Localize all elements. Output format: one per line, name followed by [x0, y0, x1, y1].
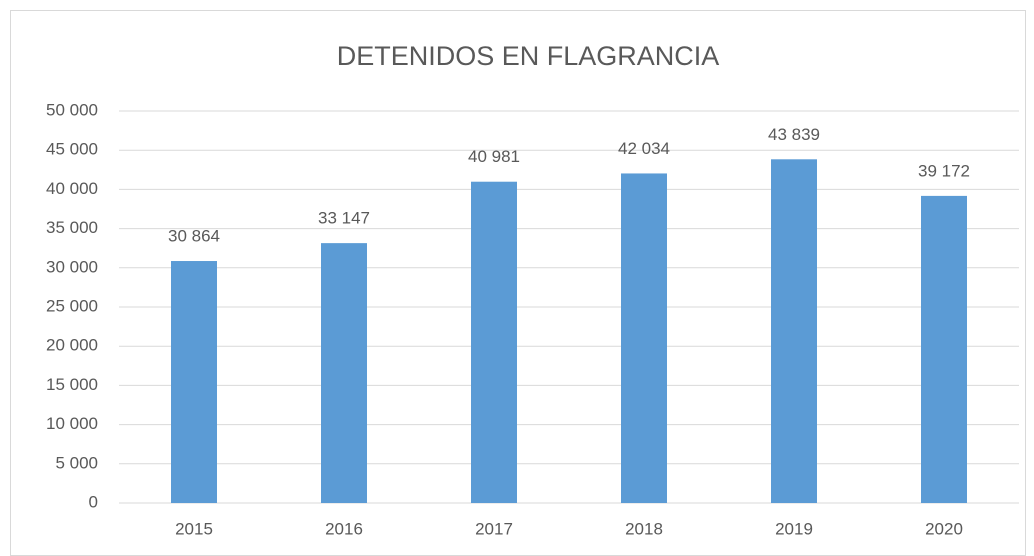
x-tick-label: 2017 [475, 519, 513, 538]
chart-title: DETENIDOS EN FLAGRANCIA [337, 41, 720, 71]
y-tick-label: 5 000 [55, 453, 98, 472]
bar [921, 195, 967, 503]
y-tick-label: 0 [89, 492, 98, 511]
data-label: 43 839 [768, 125, 820, 144]
y-tick-label: 40 000 [46, 179, 98, 198]
bar [171, 261, 217, 503]
bar [771, 159, 817, 503]
data-label: 42 034 [618, 139, 670, 158]
y-tick-label: 10 000 [46, 414, 98, 433]
y-tick-label: 15 000 [46, 375, 98, 394]
x-tick-label: 2015 [175, 519, 213, 538]
chart-border [10, 10, 1026, 556]
y-tick-label: 25 000 [46, 296, 98, 315]
data-label: 40 981 [468, 147, 520, 166]
data-label: 39 172 [918, 161, 970, 180]
y-tick-label: 30 000 [46, 257, 98, 276]
x-tick-label: 2018 [625, 519, 663, 538]
y-tick-label: 35 000 [46, 218, 98, 237]
bar [471, 181, 517, 503]
y-tick-label: 50 000 [46, 100, 98, 119]
x-tick-label: 2019 [775, 519, 813, 538]
bar [621, 173, 667, 504]
data-label: 33 147 [318, 209, 370, 228]
y-tick-label: 20 000 [46, 336, 98, 355]
data-label: 30 864 [168, 227, 220, 246]
y-tick-label: 45 000 [46, 140, 98, 159]
x-tick-label: 2016 [325, 519, 363, 538]
x-tick-label: 2020 [925, 519, 963, 538]
bar [321, 243, 367, 504]
